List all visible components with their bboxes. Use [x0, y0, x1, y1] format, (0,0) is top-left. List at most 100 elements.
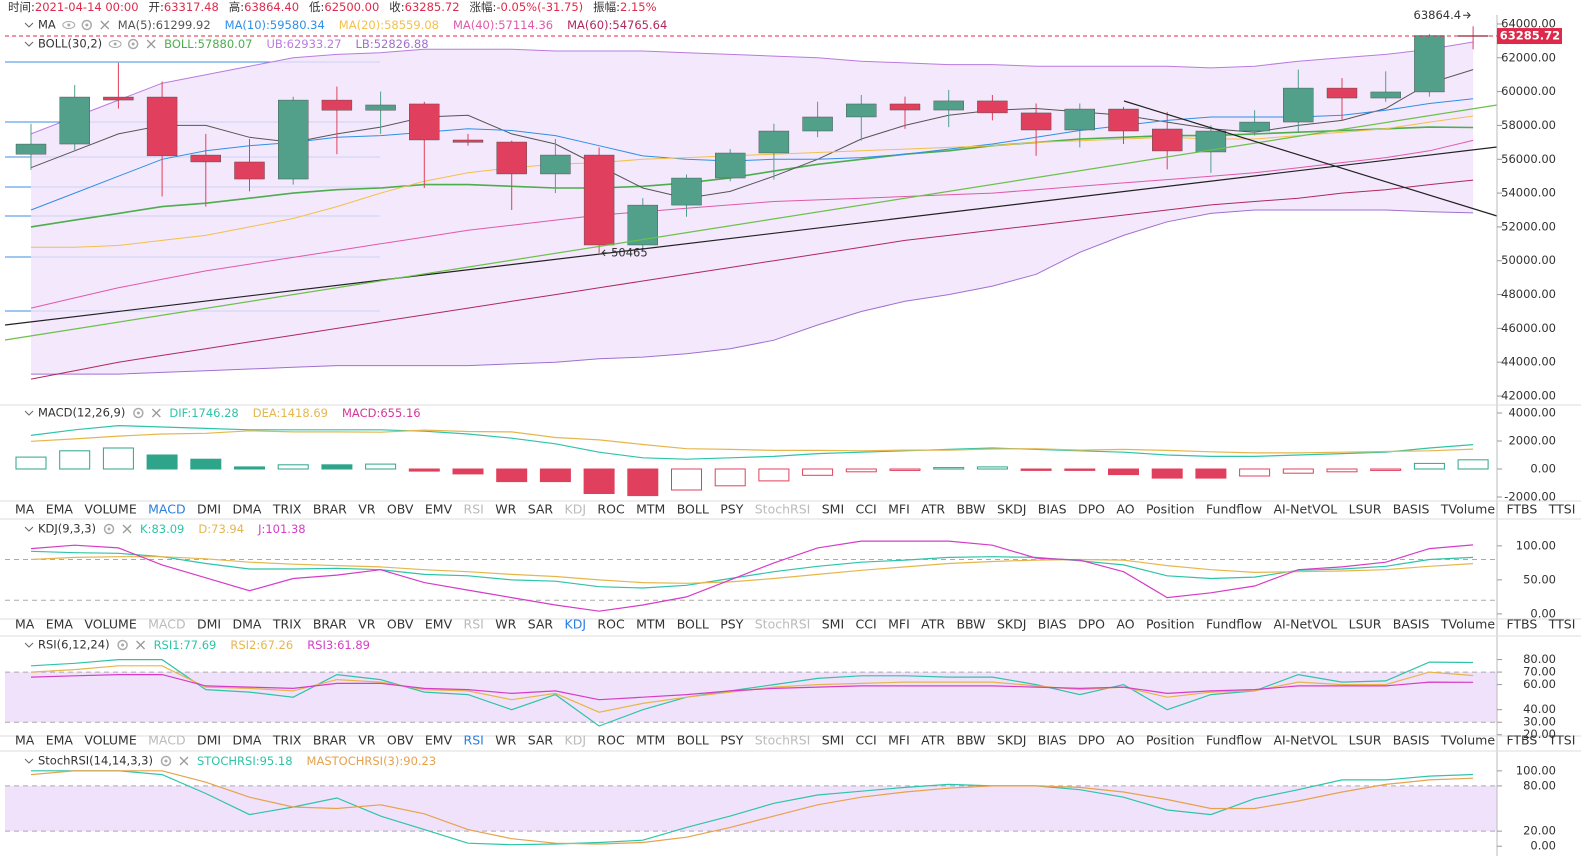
indicator-tab[interactable]: FTBS — [1506, 617, 1537, 632]
indicator-tab[interactable]: StochRSI — [755, 733, 811, 748]
indicator-tab[interactable]: RSI — [464, 502, 484, 517]
indicator-tab[interactable]: PSY — [720, 502, 743, 517]
indicator-tab[interactable]: DMI — [197, 617, 221, 632]
indicator-tab[interactable]: MA — [15, 502, 35, 517]
indicator-tab[interactable]: BRAR — [313, 617, 347, 632]
indicator-tab[interactable]: StochRSI — [755, 502, 811, 517]
indicator-tab[interactable]: AO — [1116, 617, 1134, 632]
indicator-tab[interactable]: OBV — [387, 617, 414, 632]
indicator-tab[interactable]: PSY — [720, 617, 743, 632]
indicator-tab[interactable]: AO — [1116, 733, 1134, 748]
indicator-tab[interactable]: StochRSI — [755, 617, 811, 632]
indicator-tab[interactable]: TTSI — [1548, 502, 1576, 517]
indicator-tab[interactable]: AI-NetVOL — [1273, 502, 1337, 517]
indicator-tab[interactable]: ROC — [597, 733, 625, 748]
indicator-tab[interactable]: BBW — [956, 733, 985, 748]
indicator-tab[interactable]: EMV — [425, 733, 453, 748]
indicator-tab[interactable]: BRAR — [313, 502, 347, 517]
indicator-tab[interactable]: BBW — [956, 617, 985, 632]
indicator-tab[interactable]: AO — [1116, 502, 1134, 517]
indicator-tab[interactable]: BIAS — [1038, 617, 1067, 632]
indicator-tab[interactable]: DMA — [233, 733, 262, 748]
indicator-tab[interactable]: BRAR — [313, 733, 347, 748]
indicator-tab[interactable]: Position — [1146, 733, 1195, 748]
indicator-tab[interactable]: Position — [1146, 617, 1195, 632]
indicator-tab[interactable]: VR — [358, 502, 376, 517]
indicator-tab[interactable]: EMV — [425, 617, 453, 632]
indicator-tab[interactable]: VOLUME — [84, 733, 136, 748]
indicator-tab[interactable]: MTM — [636, 617, 665, 632]
indicator-tab[interactable]: Position — [1146, 502, 1195, 517]
indicator-tab[interactable]: KDJ — [565, 617, 587, 632]
indicator-tab[interactable]: SMI — [822, 733, 844, 748]
indicator-tab[interactable]: CCI — [856, 617, 877, 632]
indicator-tab[interactable]: BIAS — [1038, 502, 1067, 517]
indicator-tab[interactable]: SAR — [528, 733, 554, 748]
indicator-tab[interactable]: DMI — [197, 733, 221, 748]
indicator-tab[interactable]: WR — [495, 617, 516, 632]
indicator-tab[interactable]: KDJ — [565, 502, 587, 517]
indicator-tab[interactable]: BOLL — [677, 617, 709, 632]
indicator-tab[interactable]: MFI — [888, 733, 910, 748]
indicator-tab[interactable]: ROC — [597, 617, 625, 632]
indicator-tab[interactable]: RSI — [464, 617, 484, 632]
indicator-tab[interactable]: ATR — [921, 733, 945, 748]
indicator-tab[interactable]: TRIX — [272, 733, 302, 748]
indicator-tab[interactable]: TRIX — [272, 502, 302, 517]
indicator-tab[interactable]: DPO — [1078, 502, 1105, 517]
indicator-tab[interactable]: DMA — [233, 502, 262, 517]
indicator-tab[interactable]: TVolume — [1440, 617, 1495, 632]
indicator-tab[interactable]: CCI — [856, 502, 877, 517]
indicator-tab[interactable]: BASIS — [1393, 733, 1430, 748]
indicator-tab[interactable]: SKDJ — [997, 502, 1026, 517]
indicator-tab[interactable]: SMI — [822, 502, 844, 517]
indicator-tab[interactable]: TTSI — [1548, 733, 1576, 748]
indicator-tab[interactable]: AI-NetVOL — [1273, 733, 1337, 748]
indicator-tab[interactable]: TVolume — [1440, 733, 1495, 748]
indicator-tab[interactable]: DPO — [1078, 733, 1105, 748]
indicator-tab[interactable]: MA — [15, 617, 35, 632]
indicator-tab[interactable]: Fundflow — [1206, 617, 1262, 632]
indicator-tab[interactable]: SKDJ — [997, 733, 1026, 748]
indicator-tab[interactable]: BBW — [956, 502, 985, 517]
indicator-tab[interactable]: SKDJ — [997, 617, 1026, 632]
indicator-tab[interactable]: SMI — [822, 617, 844, 632]
indicator-tab[interactable]: EMA — [46, 617, 74, 632]
indicator-tab[interactable]: MACD — [148, 733, 185, 748]
indicator-tab[interactable]: FTBS — [1506, 502, 1537, 517]
indicator-tab[interactable]: VOLUME — [84, 617, 136, 632]
indicator-tab[interactable]: MFI — [888, 502, 910, 517]
indicator-tab[interactable]: CCI — [856, 733, 877, 748]
indicator-tab[interactable]: VR — [358, 617, 376, 632]
indicator-tab[interactable]: WR — [495, 733, 516, 748]
indicator-tab[interactable]: EMA — [46, 733, 74, 748]
indicator-tab[interactable]: BASIS — [1393, 502, 1430, 517]
indicator-tab[interactable]: TRIX — [272, 617, 302, 632]
indicator-tab[interactable]: LSUR — [1349, 617, 1382, 632]
indicator-tab[interactable]: MTM — [636, 502, 665, 517]
indicator-tab[interactable]: ATR — [921, 617, 945, 632]
indicator-tab[interactable]: LSUR — [1349, 502, 1382, 517]
indicator-tab[interactable]: MFI — [888, 617, 910, 632]
indicator-tab[interactable]: VR — [358, 733, 376, 748]
indicator-tab[interactable]: MACD — [148, 502, 185, 517]
indicator-tab[interactable]: DMI — [197, 502, 221, 517]
indicator-tab[interactable]: TVolume — [1440, 502, 1495, 517]
indicator-tab[interactable]: WR — [495, 502, 516, 517]
indicator-tab[interactable]: VOLUME — [84, 502, 136, 517]
indicator-tab[interactable]: EMA — [46, 502, 74, 517]
indicator-tab[interactable]: EMV — [425, 502, 453, 517]
indicator-tab[interactable]: DMA — [233, 617, 262, 632]
indicator-tab[interactable]: MA — [15, 733, 35, 748]
indicator-tab[interactable]: MTM — [636, 733, 665, 748]
indicator-tab[interactable]: BIAS — [1038, 733, 1067, 748]
indicator-tab[interactable]: RSI — [464, 733, 484, 748]
indicator-tab[interactable]: Fundflow — [1206, 502, 1262, 517]
indicator-tab[interactable]: OBV — [387, 733, 414, 748]
indicator-tab[interactable]: FTBS — [1506, 733, 1537, 748]
indicator-tab[interactable]: OBV — [387, 502, 414, 517]
indicator-tab[interactable]: DPO — [1078, 617, 1105, 632]
indicator-tab[interactable]: BASIS — [1393, 617, 1430, 632]
indicator-tab[interactable]: KDJ — [565, 733, 587, 748]
indicator-tab[interactable]: ROC — [597, 502, 625, 517]
